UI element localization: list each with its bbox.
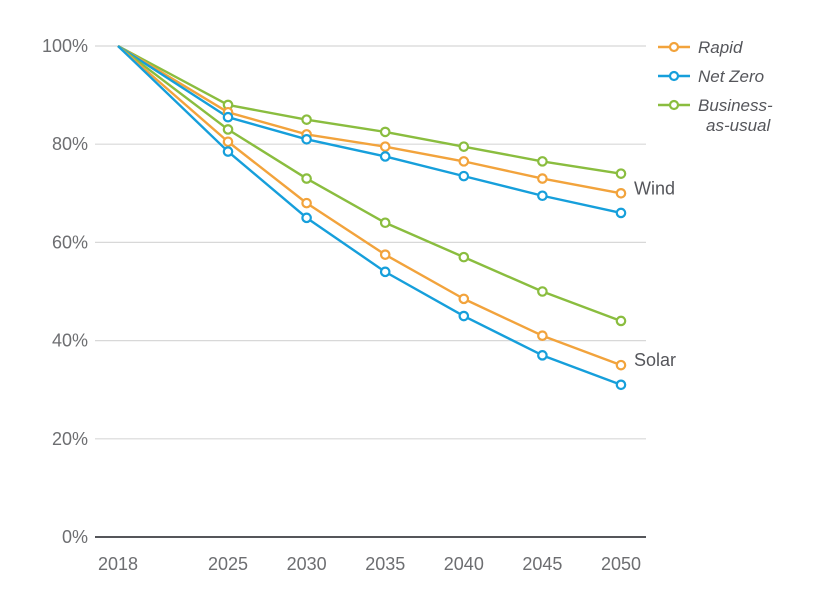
x-tick-label: 2035 — [365, 554, 405, 574]
data-point-marker-solar-net-zero — [458, 310, 470, 322]
y-tick-label: 20% — [52, 429, 88, 449]
x-tick-label: 2040 — [444, 554, 484, 574]
data-point-marker-wind-business-as-usual — [458, 141, 470, 152]
legend-label-net-zero: Net Zero — [698, 67, 764, 86]
data-point-marker-wind-net-zero — [458, 170, 470, 182]
data-point-marker-wind-business-as-usual — [537, 156, 548, 167]
data-point-marker-wind-net-zero — [379, 151, 391, 162]
data-point-marker-solar-net-zero — [615, 379, 627, 391]
data-point-marker-wind-business-as-usual — [301, 114, 312, 125]
y-tick-label: 100% — [42, 36, 88, 56]
data-point-marker-wind-net-zero — [222, 111, 234, 123]
data-point-marker-solar-rapid — [379, 249, 391, 260]
data-point-marker-solar-net-zero — [301, 212, 312, 224]
data-point-marker-solar-business-as-usual — [222, 124, 234, 135]
data-point-marker-solar-rapid — [301, 197, 312, 209]
x-tick-label: 2018 — [98, 554, 138, 574]
annotation-solar: Solar — [634, 350, 676, 370]
data-point-marker-wind-rapid — [537, 173, 548, 184]
data-point-marker-solar-rapid — [458, 293, 470, 305]
legend-label-rapid: Rapid — [698, 38, 743, 57]
data-point-marker-wind-rapid — [458, 156, 470, 167]
data-point-marker-solar-rapid — [537, 330, 548, 341]
x-tick-label: 2030 — [287, 554, 327, 574]
data-point-marker-solar-business-as-usual — [537, 286, 548, 297]
x-tick-label: 2050 — [601, 554, 641, 574]
data-point-marker-solar-business-as-usual — [458, 251, 470, 263]
annotation-wind: Wind — [634, 178, 675, 198]
data-point-marker-wind-net-zero — [615, 207, 627, 219]
x-tick-label: 2045 — [522, 554, 562, 574]
data-point-marker-solar-net-zero — [537, 350, 548, 361]
y-tick-label: 60% — [52, 232, 88, 252]
data-point-marker-wind-business-as-usual — [615, 168, 627, 179]
data-point-marker-solar-rapid — [615, 359, 627, 371]
legend-marker-icon-rapid — [668, 41, 680, 53]
data-point-marker-solar-business-as-usual — [379, 217, 391, 229]
data-point-marker-wind-business-as-usual — [379, 126, 391, 138]
data-point-marker-solar-rapid — [222, 136, 234, 148]
data-point-marker-wind-rapid — [615, 188, 627, 199]
data-point-marker-solar-net-zero — [222, 146, 234, 157]
x-tick-label: 2025 — [208, 554, 248, 574]
y-tick-label: 80% — [52, 134, 88, 154]
y-tick-label: 40% — [52, 331, 88, 351]
data-point-marker-solar-business-as-usual — [615, 315, 627, 327]
legend-label-business-as-usual: as-usual — [706, 116, 771, 135]
data-point-marker-solar-business-as-usual — [301, 173, 312, 184]
data-point-marker-solar-net-zero — [379, 266, 391, 278]
y-tick-label: 0% — [62, 527, 88, 547]
legend-marker-icon-net-zero — [668, 70, 680, 82]
legend-marker-icon-business-as-usual — [668, 99, 680, 111]
data-point-marker-wind-rapid — [379, 141, 391, 152]
data-point-marker-wind-net-zero — [537, 190, 548, 202]
series-line-wind-business-as-usual — [117, 44, 622, 175]
legend-label-business-as-usual: Business- — [698, 96, 773, 115]
data-point-marker-wind-net-zero — [301, 133, 312, 145]
